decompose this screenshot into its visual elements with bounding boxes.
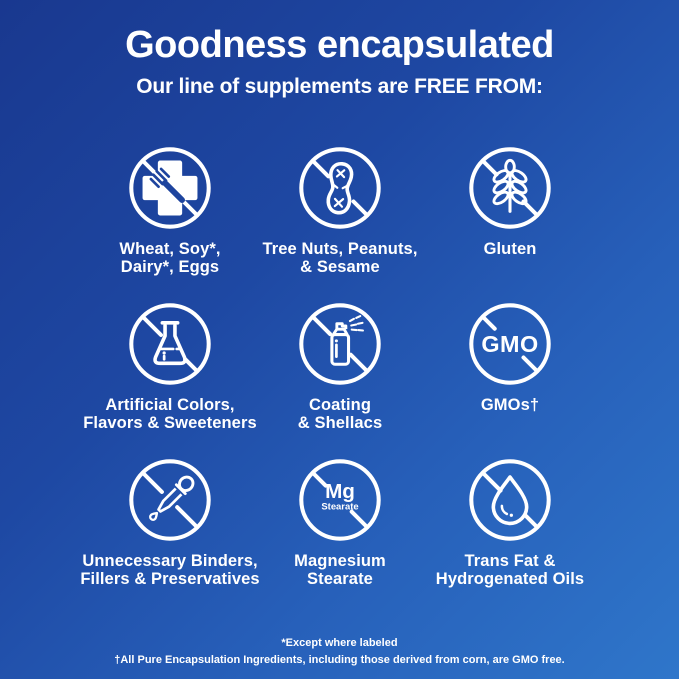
item-label: Unnecessary Binders, Fillers & Preservat… <box>80 552 260 588</box>
dropper-glyph <box>149 475 195 521</box>
no-allergens-icon <box>129 147 211 229</box>
free-from-item-artificial: Artificial Colors, Flavors & Sweeteners <box>83 299 257 455</box>
mg-icon-text: Mg <box>325 480 355 503</box>
footnote-except-where-labeled: *Except where labeled <box>281 637 398 649</box>
no-magnesium-stearate-icon: Mg Stearate <box>299 459 381 541</box>
item-label: Coating & Shellacs <box>297 396 383 432</box>
fork-cutout <box>149 167 186 204</box>
header: Goodness encapsulated Our line of supple… <box>0 24 679 99</box>
free-from-item-mg-stearate: Mg Stearate Magnesium Stearate <box>255 455 425 611</box>
free-from-item-gluten: Gluten <box>425 143 595 299</box>
wheat-glyph <box>492 158 528 213</box>
peanut-glyph <box>326 161 354 215</box>
spray-mist <box>348 315 364 332</box>
no-coatings-icon <box>299 303 381 385</box>
item-label: GMOs† <box>480 396 540 414</box>
footnote-gmo-free: †All Pure Encapsulation Ingredients, inc… <box>114 654 565 666</box>
no-artificial-additives-icon <box>129 303 211 385</box>
item-label: Magnesium Stearate <box>294 552 386 588</box>
item-label: Gluten <box>483 240 537 258</box>
stearate-icon-text: Stearate <box>321 501 358 512</box>
free-from-item-peanuts: Tree Nuts, Peanuts, & Sesame <box>255 143 425 299</box>
spray-can-glyph <box>330 315 364 366</box>
no-trans-fat-icon <box>469 459 551 541</box>
free-from-item-trans-fat: Trans Fat & Hydrogenated Oils <box>425 455 595 611</box>
free-from-item-coatings: Coating & Shellacs <box>255 299 425 455</box>
no-peanuts-icon <box>299 147 381 229</box>
no-gmo-icon: GMO <box>469 303 551 385</box>
free-from-item-allergens: Wheat, Soy*, Dairy*, Eggs <box>85 143 255 299</box>
item-label: Trans Fat & Hydrogenated Oils <box>435 552 585 588</box>
flask-glyph <box>153 321 187 366</box>
no-gluten-icon <box>469 147 551 229</box>
item-label: Tree Nuts, Peanuts, & Sesame <box>262 240 418 276</box>
gmo-icon-text: GMO <box>481 331 538 357</box>
page-subtitle: Our line of supplements are FREE FROM: <box>136 74 543 98</box>
free-from-item-binders: Unnecessary Binders, Fillers & Preservat… <box>80 455 260 611</box>
item-label: Artificial Colors, Flavors & Sweeteners <box>83 396 257 432</box>
footnotes: *Except where labeled †All Pure Encapsul… <box>0 636 679 668</box>
item-label: Wheat, Soy*, Dairy*, Eggs <box>119 240 221 276</box>
free-from-grid: Wheat, Soy*, Dairy*, Eggs Tree Nuts, Pea… <box>80 143 595 611</box>
oil-drop-glyph <box>491 475 529 526</box>
free-from-item-gmo: GMO GMOs† <box>425 299 595 455</box>
page-title: Goodness encapsulated <box>125 24 554 66</box>
no-binders-icon <box>129 459 211 541</box>
